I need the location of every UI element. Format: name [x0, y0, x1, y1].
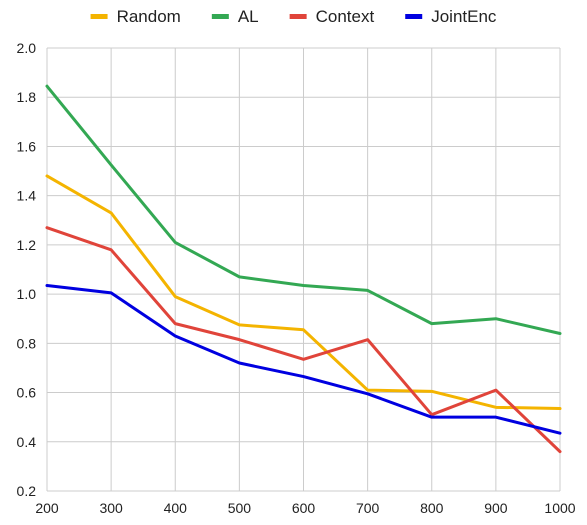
- y-tick-label-5: 1.2: [17, 237, 37, 253]
- y-tick-label-8: 1.8: [17, 89, 37, 105]
- legend-label-context: Context: [316, 7, 375, 26]
- series-line-random: [45, 174, 562, 411]
- y-axis-ticks: 0.2 0.4 0.6 0.8 1.0 1.2 1.4 1.6 1.8 2.0: [17, 40, 37, 499]
- x-axis-ticks: 200 300 400 500 600 700 800 900 1000: [35, 500, 575, 516]
- legend-label-jointenc: JointEnc: [431, 7, 497, 26]
- x-tick-label-4: 600: [292, 500, 316, 516]
- y-tick-label-2: 0.6: [17, 385, 37, 401]
- series-line-context: [45, 226, 562, 454]
- x-tick-label-0: 200: [35, 500, 59, 516]
- legend-label-al: AL: [238, 7, 259, 26]
- legend-label-random: Random: [117, 7, 181, 26]
- grid: [46, 47, 561, 492]
- x-tick-label-6: 800: [420, 500, 444, 516]
- legend-swatch-random: [90, 14, 108, 19]
- y-tick-label-1: 0.4: [17, 434, 37, 450]
- y-tick-label-6: 1.4: [17, 188, 37, 204]
- x-tick-label-2: 400: [164, 500, 188, 516]
- x-tick-label-3: 500: [228, 500, 252, 516]
- y-tick-label-7: 1.6: [17, 138, 37, 154]
- series-lines: [45, 84, 562, 454]
- y-tick-label-3: 0.8: [17, 335, 37, 351]
- y-tick-label-9: 2.0: [17, 40, 37, 56]
- series-line-al: [45, 84, 562, 335]
- legend-swatch-al: [211, 14, 229, 19]
- legend-item-context: Context: [289, 7, 375, 26]
- legend-item-random: Random: [90, 7, 181, 26]
- legend: Random AL Context JointEnc: [90, 7, 497, 26]
- x-tick-label-5: 700: [356, 500, 380, 516]
- legend-swatch-jointenc: [405, 14, 423, 19]
- x-tick-label-7: 900: [484, 500, 508, 516]
- x-tick-label-8: 1000: [544, 500, 575, 516]
- series-line-jointenc: [45, 284, 562, 435]
- legend-item-jointenc: JointEnc: [405, 7, 497, 26]
- legend-item-al: AL: [211, 7, 259, 26]
- legend-swatch-context: [289, 14, 307, 19]
- y-tick-label-0: 0.2: [17, 483, 37, 499]
- x-tick-label-1: 300: [99, 500, 123, 516]
- y-tick-label-4: 1.0: [17, 286, 37, 302]
